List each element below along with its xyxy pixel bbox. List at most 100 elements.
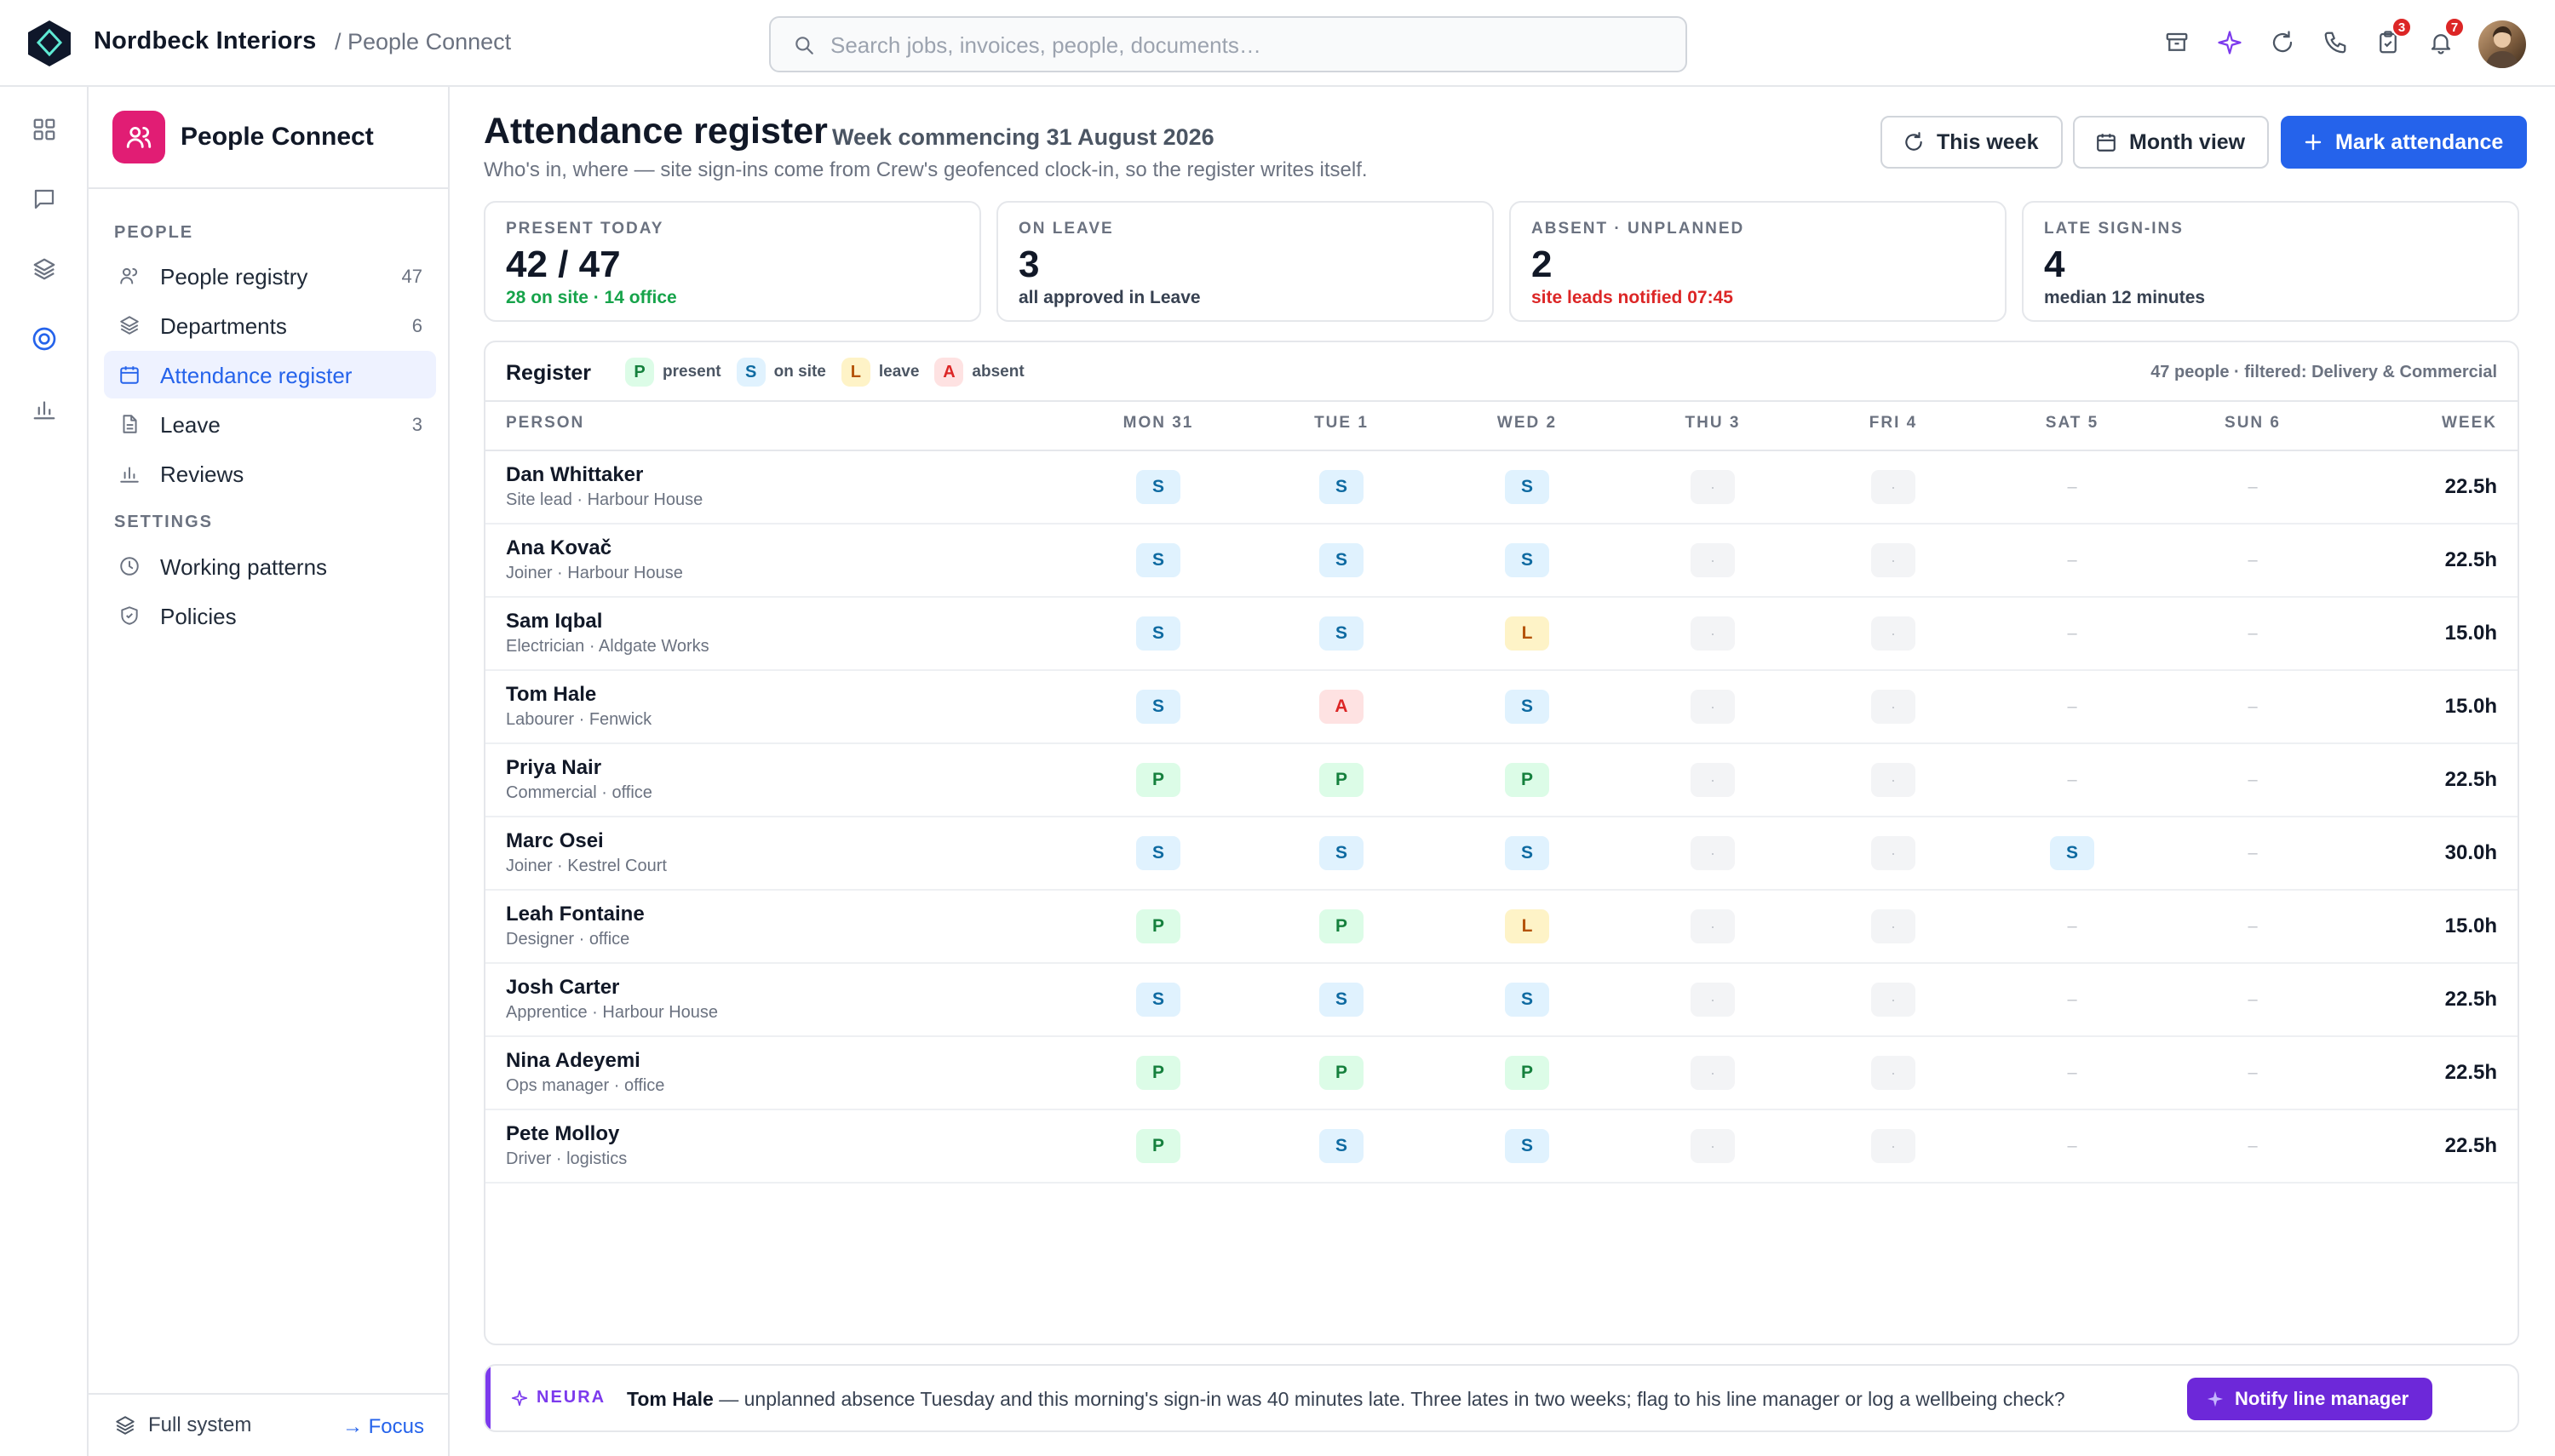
- avatar[interactable]: [2478, 20, 2526, 68]
- company-name[interactable]: Nordbeck Interiors: [94, 27, 317, 54]
- sidebar-item-leave[interactable]: Leave 3: [104, 400, 436, 448]
- bell-icon[interactable]: 7: [2424, 17, 2465, 60]
- sidebar-item-people-registry[interactable]: People registry 47: [104, 252, 436, 300]
- attendance-cell[interactable]: –: [2248, 843, 2258, 863]
- attendance-cell[interactable]: P: [1319, 909, 1364, 943]
- neura-person-name[interactable]: Tom Hale: [627, 1388, 714, 1410]
- attendance-cell[interactable]: S: [1505, 1129, 1549, 1163]
- column-header-day[interactable]: WED 2: [1496, 414, 1558, 432]
- attendance-cell[interactable]: ·: [1691, 836, 1735, 870]
- sidebar-item-working-patterns[interactable]: Working patterns: [104, 542, 436, 590]
- attendance-cell[interactable]: ·: [1871, 1129, 1915, 1163]
- table-row[interactable]: Josh Carter Apprentice · Harbour House S S S…: [485, 964, 2518, 1037]
- attendance-cell[interactable]: –: [2248, 550, 2258, 570]
- attendance-cell[interactable]: –: [2067, 623, 2077, 643]
- layers-icon[interactable]: [26, 250, 63, 288]
- attendance-cell[interactable]: –: [2248, 477, 2258, 496]
- focus-link[interactable]: → Focus: [342, 1415, 424, 1438]
- column-header-week[interactable]: WEEK: [2442, 414, 2497, 432]
- attendance-cell[interactable]: S: [1319, 983, 1364, 1017]
- attendance-cell[interactable]: ·: [1871, 909, 1915, 943]
- attendance-cell[interactable]: P: [1505, 1056, 1549, 1090]
- attendance-cell[interactable]: S: [1505, 690, 1549, 724]
- attendance-cell[interactable]: ·: [1871, 616, 1915, 651]
- attendance-cell[interactable]: –: [2248, 989, 2258, 1009]
- attendance-cell[interactable]: –: [2067, 696, 2077, 716]
- attendance-cell[interactable]: ·: [1691, 690, 1735, 724]
- attendance-cell[interactable]: –: [2067, 1063, 2077, 1082]
- table-row[interactable]: Pete Molloy Driver · logistics P S S · · – – 22.5…: [485, 1110, 2518, 1184]
- mark-attendance-button[interactable]: Mark attendance: [2281, 116, 2528, 169]
- column-header-day[interactable]: FRI 4: [1869, 414, 1918, 432]
- attendance-cell[interactable]: P: [1505, 763, 1549, 797]
- attendance-cell[interactable]: –: [2067, 1136, 2077, 1155]
- attendance-cell[interactable]: L: [1505, 616, 1549, 651]
- attendance-cell[interactable]: –: [2248, 916, 2258, 936]
- attendance-cell[interactable]: ·: [1691, 470, 1735, 504]
- target-icon[interactable]: [26, 320, 63, 358]
- column-header-day[interactable]: MON 31: [1122, 414, 1194, 432]
- attendance-cell[interactable]: S: [1319, 543, 1364, 577]
- person-name[interactable]: Leah Fontaine: [506, 903, 645, 926]
- sidebar-item-departments[interactable]: Departments 6: [104, 301, 436, 349]
- attendance-cell[interactable]: L: [1505, 909, 1549, 943]
- column-header-day[interactable]: THU 3: [1685, 414, 1741, 432]
- table-row[interactable]: Nina Adeyemi Ops manager · office P P P · · – – 2…: [485, 1037, 2518, 1110]
- attendance-cell[interactable]: ·: [1871, 1056, 1915, 1090]
- attendance-cell[interactable]: –: [2067, 477, 2077, 496]
- table-row[interactable]: Marc Osei Joiner · Kestrel Court S S S · · S – 30…: [485, 817, 2518, 891]
- bar-chart-icon[interactable]: [26, 390, 63, 427]
- column-header-day[interactable]: TUE 1: [1314, 414, 1369, 432]
- sparkle-icon[interactable]: [2213, 26, 2247, 60]
- attendance-cell[interactable]: S: [2050, 836, 2094, 870]
- attendance-cell[interactable]: P: [1136, 1129, 1180, 1163]
- attendance-cell[interactable]: ·: [1871, 543, 1915, 577]
- attendance-cell[interactable]: S: [1136, 543, 1180, 577]
- attendance-cell[interactable]: P: [1319, 1056, 1364, 1090]
- attendance-cell[interactable]: ·: [1691, 983, 1735, 1017]
- attendance-cell[interactable]: S: [1505, 543, 1549, 577]
- person-name[interactable]: Sam Iqbal: [506, 610, 603, 633]
- attendance-cell[interactable]: P: [1136, 909, 1180, 943]
- attendance-cell[interactable]: ·: [1871, 763, 1915, 797]
- attendance-cell[interactable]: S: [1136, 470, 1180, 504]
- global-search[interactable]: [769, 16, 1687, 72]
- month-view-button[interactable]: Month view: [2073, 116, 2270, 169]
- person-name[interactable]: Josh Carter: [506, 976, 620, 999]
- attendance-cell[interactable]: ·: [1871, 470, 1915, 504]
- table-row[interactable]: Tom Hale Labourer · Fenwick S A S · · – – 15.0h: [485, 671, 2518, 744]
- attendance-cell[interactable]: –: [2248, 770, 2258, 789]
- attendance-cell[interactable]: S: [1505, 836, 1549, 870]
- filter-summary[interactable]: 47 people · filtered: Delivery & Commerc…: [2150, 363, 2497, 381]
- table-row[interactable]: Dan Whittaker Site lead · Harbour House S S…: [485, 451, 2518, 525]
- attendance-cell[interactable]: –: [2248, 1136, 2258, 1155]
- person-name[interactable]: Marc Osei: [506, 829, 604, 852]
- archive-icon[interactable]: [2160, 26, 2194, 60]
- attendance-cell[interactable]: –: [2248, 623, 2258, 643]
- sidebar-item-reviews[interactable]: Reviews: [104, 450, 436, 497]
- attendance-cell[interactable]: S: [1136, 983, 1180, 1017]
- person-name[interactable]: Nina Adeyemi: [506, 1049, 640, 1072]
- attendance-cell[interactable]: ·: [1871, 836, 1915, 870]
- attendance-cell[interactable]: A: [1319, 690, 1364, 724]
- attendance-cell[interactable]: ·: [1691, 543, 1735, 577]
- attendance-cell[interactable]: –: [2067, 550, 2077, 570]
- person-name[interactable]: Pete Molloy: [506, 1122, 620, 1145]
- attendance-cell[interactable]: P: [1319, 763, 1364, 797]
- search-input[interactable]: [830, 26, 1665, 64]
- attendance-cell[interactable]: S: [1319, 1129, 1364, 1163]
- attendance-cell[interactable]: ·: [1691, 1129, 1735, 1163]
- table-row[interactable]: Sam Iqbal Electrician · Aldgate Works S S L ·…: [485, 598, 2518, 671]
- sidebar-item-attendance-register[interactable]: Attendance register: [104, 351, 436, 398]
- person-name[interactable]: Priya Nair: [506, 756, 602, 779]
- tasks-icon[interactable]: 3: [2371, 17, 2412, 60]
- attendance-cell[interactable]: S: [1136, 836, 1180, 870]
- table-row[interactable]: Ana Kovač Joiner · Harbour House S S S · · – – 22…: [485, 525, 2518, 598]
- attendance-cell[interactable]: –: [2067, 916, 2077, 936]
- breadcrumb[interactable]: / People Connect: [335, 29, 512, 54]
- attendance-cell[interactable]: S: [1505, 983, 1549, 1017]
- attendance-cell[interactable]: –: [2248, 1063, 2258, 1082]
- person-name[interactable]: Tom Hale: [506, 683, 597, 706]
- grid-apps-icon[interactable]: [26, 111, 63, 148]
- person-name[interactable]: Ana Kovač: [506, 536, 612, 559]
